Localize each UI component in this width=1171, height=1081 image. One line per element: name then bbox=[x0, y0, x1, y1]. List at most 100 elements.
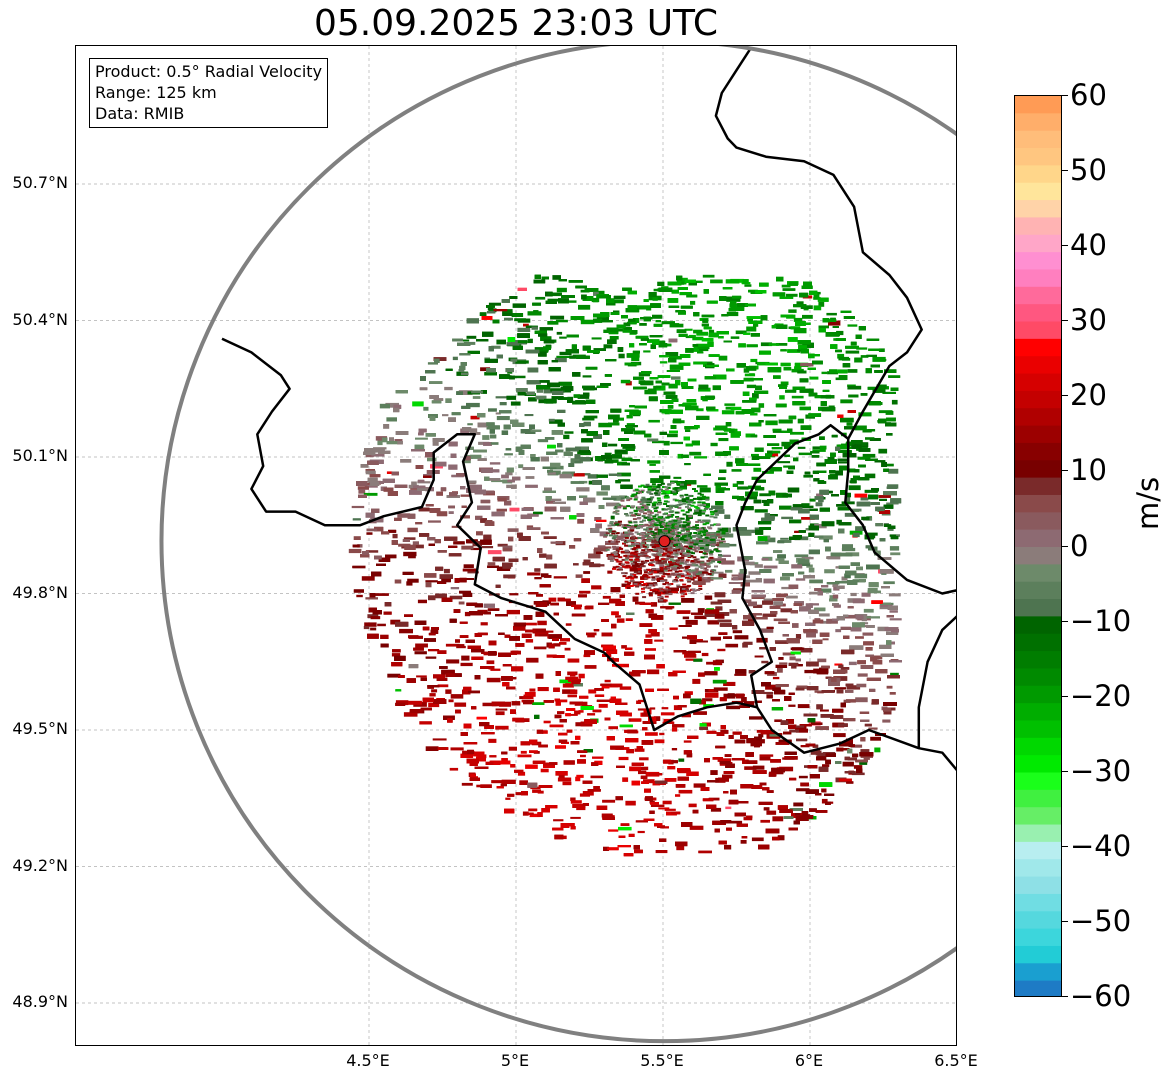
echo-cell bbox=[570, 797, 576, 802]
echo-cell bbox=[470, 547, 482, 551]
echo-cell bbox=[558, 775, 565, 778]
echo-cell bbox=[567, 658, 580, 663]
echo-cell bbox=[731, 469, 742, 472]
echo-cell bbox=[696, 331, 708, 336]
echo-cell bbox=[562, 683, 574, 688]
echo-cell bbox=[736, 496, 745, 501]
echo-cell bbox=[356, 594, 363, 598]
echo-cell bbox=[742, 642, 748, 648]
echo-cell bbox=[878, 448, 888, 454]
echo-cell bbox=[877, 626, 889, 632]
echo-cell bbox=[837, 353, 845, 359]
echo-cell bbox=[750, 358, 758, 363]
echo-cell bbox=[808, 413, 822, 417]
echo-cell bbox=[508, 536, 514, 542]
echo-cell bbox=[675, 794, 681, 797]
echo-cell bbox=[833, 733, 846, 738]
echo-cell bbox=[518, 464, 524, 469]
echo-cell bbox=[375, 436, 388, 441]
echo-cell bbox=[844, 497, 851, 502]
echo-cell bbox=[460, 753, 474, 758]
echo-cell bbox=[617, 417, 624, 421]
echo-cell bbox=[779, 395, 785, 400]
echo-cell bbox=[795, 578, 806, 581]
echo-cell bbox=[460, 372, 469, 376]
echo-cell bbox=[638, 699, 645, 703]
echo-cell bbox=[726, 705, 741, 710]
echo-cell bbox=[868, 727, 878, 730]
echo-cell bbox=[517, 327, 531, 332]
echo-cell bbox=[685, 619, 698, 625]
echo-cell bbox=[472, 396, 481, 399]
echo-cell bbox=[883, 581, 895, 585]
map-plot-area[interactable]: Product: 0.5° Radial Velocity Range: 125… bbox=[75, 45, 957, 1046]
echo-cell bbox=[579, 590, 591, 594]
echo-cell bbox=[772, 816, 784, 822]
echo-cell bbox=[553, 819, 564, 822]
echo-cell bbox=[467, 571, 479, 574]
echo-cell bbox=[573, 563, 579, 566]
echo-cell bbox=[497, 543, 508, 547]
echo-cell bbox=[442, 414, 449, 417]
echo-cell bbox=[582, 375, 592, 378]
radar-map bbox=[76, 46, 956, 1045]
echo-cell bbox=[859, 761, 868, 765]
echo-cell bbox=[711, 571, 724, 574]
echo-cell bbox=[512, 303, 526, 308]
echo-cell bbox=[463, 564, 474, 568]
echo-cell bbox=[557, 711, 565, 715]
echo-cell bbox=[550, 315, 565, 320]
echo-cell bbox=[862, 632, 874, 636]
echo-cell bbox=[659, 838, 667, 842]
echo-cell bbox=[400, 459, 412, 463]
echo-cell bbox=[412, 541, 419, 545]
echo-cell bbox=[399, 628, 413, 634]
echo-cell bbox=[495, 725, 509, 730]
echo-cell bbox=[506, 609, 520, 615]
echo-cell bbox=[544, 437, 555, 440]
echo-cell bbox=[775, 664, 788, 668]
echo-cell bbox=[746, 384, 757, 389]
echo-cell bbox=[841, 547, 856, 552]
echo-cell bbox=[781, 516, 793, 520]
echo-cell bbox=[604, 546, 612, 549]
echo-cell bbox=[488, 302, 501, 306]
echo-cell bbox=[627, 353, 640, 358]
echo-cell bbox=[505, 368, 514, 373]
echo-cell bbox=[793, 317, 803, 322]
echo-cell bbox=[480, 390, 487, 394]
echo-cell bbox=[819, 436, 825, 440]
echo-cell bbox=[363, 492, 378, 496]
echo-cell bbox=[551, 430, 564, 435]
echo-cell bbox=[577, 394, 590, 399]
echo-cell bbox=[856, 683, 867, 688]
echo-cell bbox=[525, 476, 535, 479]
echo-cell bbox=[720, 729, 729, 734]
echo-cell bbox=[761, 499, 771, 503]
echo-cell bbox=[449, 767, 459, 771]
echo-cell bbox=[817, 752, 832, 757]
echo-cell bbox=[415, 437, 428, 440]
echo-cell bbox=[878, 410, 893, 414]
echo-cell bbox=[801, 556, 814, 560]
echo-cell bbox=[760, 819, 770, 823]
echo-cell bbox=[461, 782, 473, 786]
echo-cell bbox=[445, 398, 452, 403]
echo-cell bbox=[882, 391, 896, 394]
echo-cell bbox=[659, 732, 665, 736]
echo-cell bbox=[756, 729, 762, 733]
echo-cell bbox=[855, 526, 866, 531]
echo-cell bbox=[861, 592, 871, 597]
echo-cell bbox=[476, 784, 488, 788]
echo-cell bbox=[833, 586, 840, 591]
echo-cell bbox=[620, 379, 631, 384]
echo-cell bbox=[570, 800, 582, 804]
echo-cell bbox=[753, 323, 759, 327]
echo-cell bbox=[829, 595, 836, 599]
echo-cell bbox=[855, 636, 864, 639]
echo-cell bbox=[357, 486, 369, 490]
echo-cell bbox=[797, 418, 804, 424]
echo-cell bbox=[622, 777, 629, 782]
echo-cell bbox=[772, 676, 780, 680]
echo-cell bbox=[835, 580, 848, 584]
